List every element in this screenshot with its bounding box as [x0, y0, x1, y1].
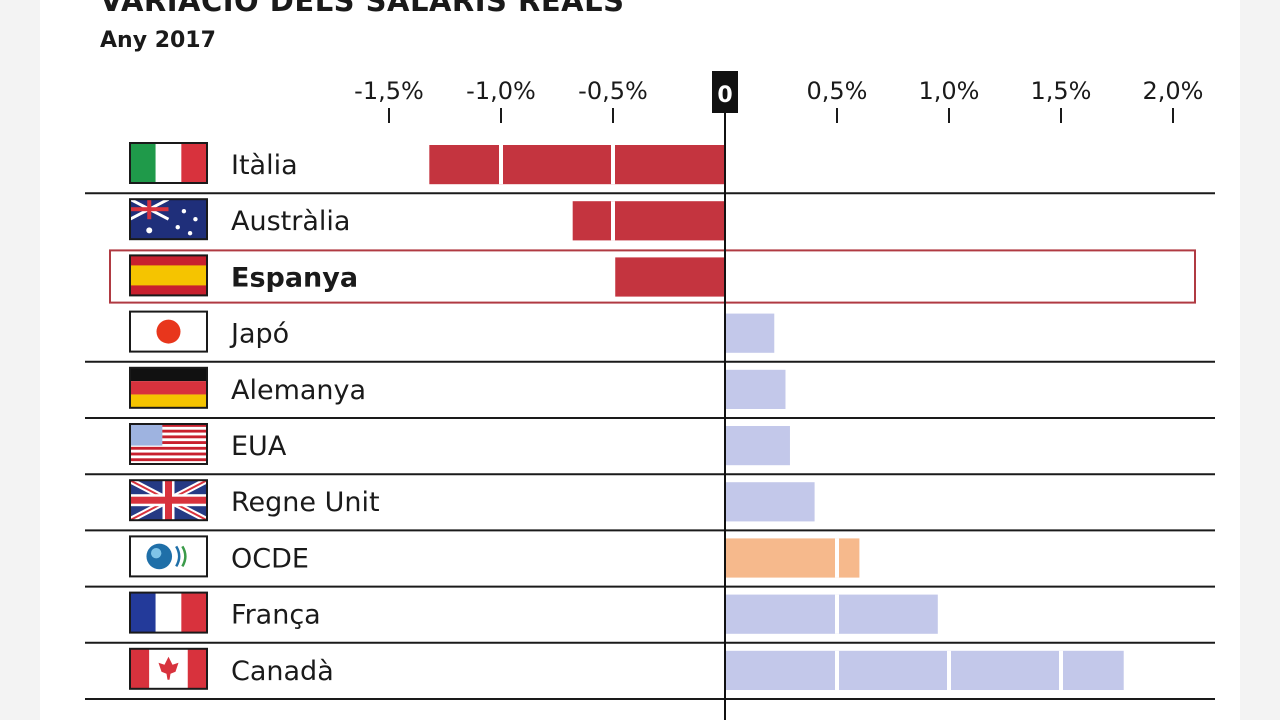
bar-canada [725, 650, 1124, 690]
bar-fill-ocde [725, 538, 860, 578]
oecd-logo [129, 535, 208, 578]
bar-fill-eua [725, 426, 790, 466]
bar-regne-unit [725, 482, 815, 522]
bar-fill-alemanya [725, 369, 786, 409]
category-label-ocde: OCDE [231, 543, 309, 574]
bar-fill-franca [725, 594, 938, 634]
chart-panel [40, 0, 1240, 720]
category-label-alemanya: Alemanya [231, 375, 366, 406]
category-label-canada: Canadà [231, 656, 334, 687]
category-label-australia: Austràlia [231, 206, 350, 237]
chart-title: VARIACIÓ DELS SALARIS REALS [100, 0, 625, 18]
bar-japo [725, 313, 775, 353]
canada-flag [129, 647, 208, 690]
bar-ocde [725, 538, 860, 578]
tick-label: -0,5% [578, 77, 648, 105]
spain-flag [129, 254, 208, 297]
chart-subtitle: Any 2017 [100, 28, 216, 53]
bar-eua [725, 426, 790, 466]
bar-fill-canada [725, 650, 1124, 690]
category-label-regne-unit: Regne Unit [231, 487, 380, 518]
usa-flag [129, 423, 208, 465]
germany-flag [129, 366, 208, 409]
bar-gridline [611, 145, 615, 185]
bar-gridline [1059, 650, 1063, 690]
bar-fill-australia [572, 201, 725, 241]
bar-gridline [611, 201, 615, 241]
highlight-box-espanya [109, 249, 1196, 304]
bar-gridline [835, 650, 839, 690]
tick-label: 0,5% [807, 77, 868, 105]
uk-flag [128, 477, 209, 523]
bar-gridline [499, 145, 503, 185]
australia-flag [129, 197, 208, 241]
bar-franca [725, 594, 938, 634]
category-label-italia: Itàlia [231, 150, 298, 181]
tick-label: 1,0% [919, 77, 980, 105]
category-label-franca: França [231, 600, 321, 631]
japan-flag [129, 310, 208, 353]
tick-label: -1,5% [354, 77, 424, 105]
bar-fill-regne-unit [725, 482, 815, 522]
tick-label: 1,5% [1031, 77, 1092, 105]
category-label-japo: Japó [229, 319, 289, 350]
bar-australia [572, 201, 725, 241]
category-label-espanya: Espanya [231, 262, 358, 293]
bar-fill-japo [725, 313, 775, 353]
bar-italia [429, 145, 725, 185]
tick-label: -1,0% [466, 77, 536, 105]
bar-gridline [835, 594, 839, 634]
bar-espanya [615, 257, 725, 297]
italy-flag [129, 142, 208, 184]
bar-gridline [947, 650, 951, 690]
category-label-eua: EUA [231, 431, 287, 462]
tick-label-zero: 0 [717, 83, 732, 108]
bar-fill-italia [429, 145, 725, 185]
zero-tick-box [712, 71, 738, 113]
bar-fill-espanya [615, 257, 725, 297]
france-flag [129, 591, 208, 634]
tick-label: 2,0% [1143, 77, 1204, 105]
bar-alemanya [725, 369, 786, 409]
bar-gridline [835, 538, 839, 578]
